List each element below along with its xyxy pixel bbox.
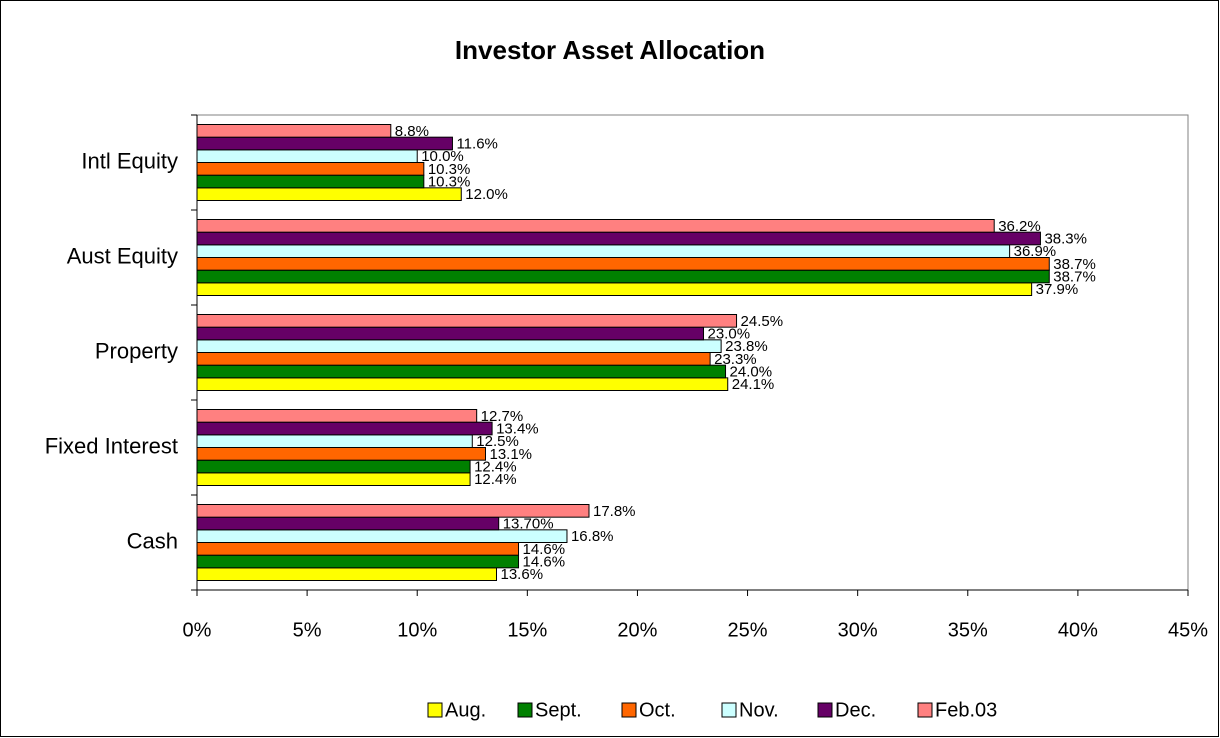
legend-swatch: [917, 702, 933, 718]
bar: [196, 434, 473, 449]
data-label: 13.4%: [496, 420, 539, 437]
legend-label: Nov.: [739, 699, 779, 721]
bar: [196, 364, 727, 379]
x-tick-label: 25%: [728, 619, 768, 641]
data-label: 38.7%: [1053, 268, 1096, 285]
bar: [196, 409, 478, 423]
data-label: 37.9%: [1036, 281, 1079, 298]
bar: [196, 352, 711, 366]
bar: [196, 472, 471, 487]
bar: [196, 124, 392, 138]
legend-swatch: [427, 702, 443, 718]
data-label: 24.0%: [730, 363, 773, 380]
x-tick-label: 5%: [293, 619, 322, 641]
data-label: 12.7%: [481, 408, 524, 425]
legend-swatch: [721, 702, 737, 718]
bar: [196, 567, 498, 581]
bar: [196, 326, 705, 341]
bar: [196, 257, 1050, 271]
bar: [196, 187, 462, 201]
bar: [196, 377, 729, 392]
legend-label: Oct.: [639, 699, 676, 721]
bar: [196, 149, 418, 163]
bar: [196, 174, 425, 189]
legend-swatch: [621, 702, 637, 718]
x-tick-label: 45%: [1168, 619, 1208, 641]
data-label: 38.7%: [1053, 256, 1096, 273]
legend-swatch: [817, 702, 833, 718]
bar: [196, 554, 520, 569]
data-label: 10.3%: [428, 161, 471, 178]
data-label: 13.6%: [501, 566, 544, 583]
data-label: 13.1%: [489, 446, 532, 463]
data-label: 10.3%: [428, 173, 471, 190]
data-label: 23.3%: [714, 351, 757, 368]
x-tick-label: 30%: [838, 619, 878, 641]
x-tick-label: 35%: [948, 619, 988, 641]
data-label: 38.3%: [1044, 230, 1087, 247]
data-label: 12.4%: [474, 458, 517, 475]
x-tick-label: 0%: [183, 619, 212, 641]
x-tick-label: 10%: [397, 619, 437, 641]
data-label: 36.9%: [1014, 243, 1057, 260]
bar: [196, 421, 493, 436]
data-label: 13.70%: [503, 515, 554, 532]
chart-title: Investor Asset Allocation: [455, 35, 765, 65]
y-tick-label: Property: [95, 338, 178, 363]
y-tick-label: Fixed Interest: [45, 433, 178, 458]
data-label: 10.0%: [421, 148, 464, 165]
data-label: 36.2%: [998, 218, 1041, 235]
legend-label: Feb.03: [935, 699, 997, 721]
x-tick-label: 15%: [507, 619, 547, 641]
x-tick-label: 20%: [617, 619, 657, 641]
data-label: 14.6%: [523, 553, 566, 570]
legend-label: Aug.: [445, 699, 486, 721]
legend-swatch: [517, 702, 533, 718]
data-label: 23.8%: [725, 338, 768, 355]
x-tick-label: 40%: [1058, 619, 1098, 641]
data-label: 24.1%: [732, 376, 775, 393]
bar: [196, 516, 500, 531]
bar: [196, 162, 425, 176]
data-label: 17.8%: [593, 503, 636, 520]
data-label: 12.5%: [476, 433, 519, 450]
y-tick-label: Cash: [127, 528, 178, 553]
data-label: 12.0%: [465, 186, 508, 203]
bar: [196, 244, 1011, 258]
data-label: 16.8%: [571, 528, 614, 545]
bar: [196, 314, 738, 328]
bar: [196, 231, 1041, 246]
bar: [196, 269, 1050, 284]
bar: [196, 504, 590, 518]
bar: [196, 339, 722, 354]
data-label: 23.0%: [708, 325, 751, 342]
data-label: 14.6%: [523, 541, 566, 558]
data-label: 11.6%: [456, 135, 497, 152]
data-label: 8.8%: [395, 123, 429, 140]
bar: [196, 542, 520, 556]
bar: [196, 459, 471, 474]
bar: [196, 447, 486, 461]
bar: [196, 282, 1033, 297]
bar: [196, 219, 995, 233]
y-tick-label: Intl Equity: [81, 148, 178, 173]
legend-label: Dec.: [835, 699, 876, 721]
data-label: 12.4%: [474, 471, 517, 488]
legend-label: Sept.: [535, 699, 582, 721]
y-tick-label: Aust Equity: [67, 243, 178, 268]
data-label: 24.5%: [741, 313, 784, 330]
